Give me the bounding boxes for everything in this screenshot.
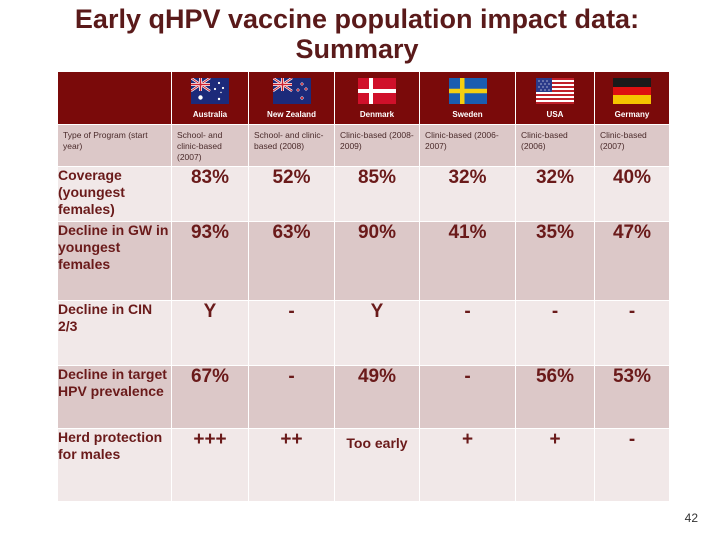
header-corner-cell [57,71,172,125]
table-cell: 90% [334,221,420,301]
table-cell: + [515,428,595,502]
table-row-hpv-prevalence: Decline in target HPV prevalence 67% - 4… [57,365,670,429]
table-cell: Y [171,300,249,366]
program-type-row: Type of Program (start year) School- and… [57,124,670,167]
table-cell: + [419,428,516,502]
column-header-new-zealand: New Zealand [267,110,316,119]
table-cell: - [419,365,516,429]
usa-flag-icon [536,78,574,104]
row-label-program-type: Type of Program (start year) [57,124,172,167]
row-label-herd-protection: Herd protection for males [57,428,172,502]
program-cell-new-zealand: School- and clinic-based (2008) [248,124,335,167]
program-cell-australia: School- and clinic-based (2007) [171,124,249,167]
table-cell: Y [334,300,420,366]
header-cell-sweden: Sweden [419,71,516,125]
table-cell: - [594,428,670,502]
program-cell-sweden: Clinic-based (2006-2007) [419,124,516,167]
header-cell-australia: Australia [171,71,249,125]
table-cell: 35% [515,221,595,301]
table-cell: 32% [515,166,595,222]
title-line-1: Early qHPV vaccine population impact dat… [74,4,640,34]
header-row: Australia New Zealand [57,71,670,125]
germany-flag-icon [613,78,651,104]
program-cell-denmark: Clinic-based (2008-2009) [334,124,420,167]
table-cell: - [515,300,595,366]
column-header-sweden: Sweden [452,110,483,119]
column-header-denmark: Denmark [359,110,395,119]
table-cell: 93% [171,221,249,301]
slide-title: Early qHPV vaccine population impact dat… [0,4,714,64]
table-cell: 67% [171,365,249,429]
table-row-coverage: Coverage (youngest females) 83% 52% 85% … [57,166,670,222]
table-cell: 49% [334,365,420,429]
row-label-coverage: Coverage (youngest females) [57,166,172,222]
table-cell: 53% [594,365,670,429]
table-cell: 47% [594,221,670,301]
program-cell-germany: Clinic-based (2007) [594,124,670,167]
table-cell: 40% [594,166,670,222]
column-header-germany: Germany [614,110,650,119]
table-cell: ++ [248,428,335,502]
table-cell: - [248,365,335,429]
table-cell: 41% [419,221,516,301]
table-cell: Too early [334,428,420,502]
column-header-usa: USA [546,110,564,119]
column-header-australia: Australia [192,110,228,119]
program-cell-usa: Clinic-based (2006) [515,124,595,167]
row-label-hpv-prevalence: Decline in target HPV prevalence [57,365,172,429]
table-row-herd-protection: Herd protection for males +++ ++ Too ear… [57,428,670,502]
table-cell: - [419,300,516,366]
table-cell: 32% [419,166,516,222]
table-row-gw-decline: Decline in GW in youngest females 93% 63… [57,221,670,301]
title-line-2: Summary [295,34,419,64]
new-zealand-flag-icon [272,78,311,104]
table-cell: +++ [171,428,249,502]
table-cell: 83% [171,166,249,222]
table-cell: 52% [248,166,335,222]
australia-flag-icon [191,78,229,104]
table-cell: 56% [515,365,595,429]
header-cell-new-zealand: New Zealand [248,71,335,125]
sweden-flag-icon [448,78,487,104]
table-cell: - [248,300,335,366]
header-cell-usa: USA [515,71,595,125]
slide-number: 42 [684,511,698,525]
denmark-flag-icon [358,78,396,104]
table-cell: 63% [248,221,335,301]
header-cell-germany: Germany [594,71,670,125]
table-row-cin-decline: Decline in CIN 2/3 Y - Y - - - [57,300,670,366]
summary-table: Australia New Zealand [57,71,670,502]
table-cell: - [594,300,670,366]
table-cell: 85% [334,166,420,222]
header-cell-denmark: Denmark [334,71,420,125]
row-label-gw-decline: Decline in GW in youngest females [57,221,172,301]
row-label-cin-decline: Decline in CIN 2/3 [57,300,172,366]
